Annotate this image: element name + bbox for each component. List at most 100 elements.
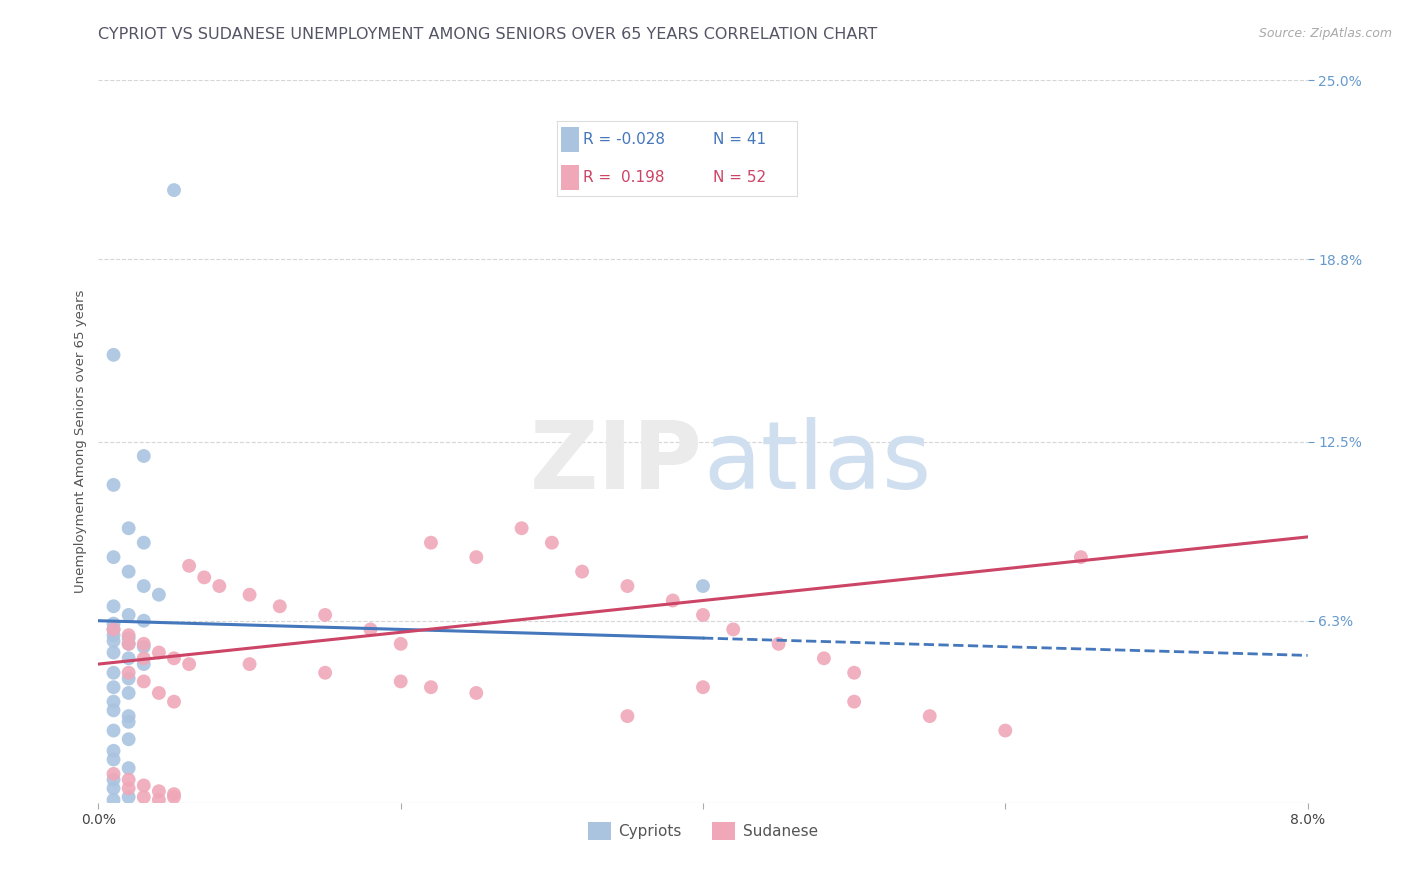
Point (692, 607, 714, 622)
Point (163, 787, 186, 801)
Text: Source: ZipAtlas.com: Source: ZipAtlas.com (1258, 27, 1392, 40)
Point (692, 680, 714, 694)
Point (918, 709, 941, 723)
Point (269, 599, 291, 614)
Point (239, 657, 262, 671)
Text: N = 41: N = 41 (713, 132, 766, 147)
Point (118, 732, 141, 747)
Point (389, 674, 412, 689)
Point (118, 714, 141, 729)
Text: R =  0.198: R = 0.198 (583, 170, 665, 185)
Point (163, 790, 186, 805)
Point (103, 744, 125, 758)
Point (148, 646, 170, 660)
Point (132, 651, 155, 665)
Point (103, 616, 125, 631)
Point (616, 709, 638, 723)
Point (118, 781, 141, 796)
Point (813, 651, 835, 665)
Point (103, 550, 125, 565)
Point (163, 183, 186, 197)
Y-axis label: Unemployment Among Seniors over 65 years: Unemployment Among Seniors over 65 years (75, 290, 87, 593)
Point (118, 709, 141, 723)
Point (103, 703, 125, 717)
Point (132, 674, 155, 689)
Point (510, 521, 533, 535)
Point (118, 672, 141, 686)
Point (844, 665, 866, 680)
Point (148, 784, 170, 798)
Point (132, 790, 155, 805)
Point (389, 637, 412, 651)
Point (118, 651, 141, 665)
Legend: Cypriots, Sudanese: Cypriots, Sudanese (582, 816, 824, 846)
Point (103, 478, 125, 492)
Point (118, 772, 141, 787)
Point (360, 623, 382, 637)
Point (420, 680, 443, 694)
Text: R = -0.028: R = -0.028 (583, 132, 665, 147)
Point (118, 637, 141, 651)
Text: ZIP: ZIP (530, 417, 703, 509)
Point (118, 565, 141, 579)
Point (103, 680, 125, 694)
Point (163, 651, 186, 665)
Point (540, 535, 562, 549)
Point (132, 637, 155, 651)
Point (314, 665, 336, 680)
Point (103, 623, 125, 637)
Point (132, 779, 155, 793)
Point (465, 686, 488, 700)
Text: atlas: atlas (703, 417, 931, 509)
Point (179, 657, 201, 671)
Point (103, 723, 125, 738)
Point (103, 695, 125, 709)
Point (1070, 550, 1092, 565)
Point (103, 767, 125, 781)
FancyBboxPatch shape (561, 165, 579, 190)
Point (118, 686, 141, 700)
Text: CYPRIOT VS SUDANESE UNEMPLOYMENT AMONG SENIORS OVER 65 YEARS CORRELATION CHART: CYPRIOT VS SUDANESE UNEMPLOYMENT AMONG S… (98, 27, 877, 42)
Point (103, 772, 125, 787)
Point (103, 628, 125, 642)
Point (118, 628, 141, 642)
Point (118, 521, 141, 535)
Point (103, 793, 125, 807)
Point (103, 623, 125, 637)
Point (132, 657, 155, 671)
Text: N = 52: N = 52 (713, 170, 766, 185)
Point (420, 535, 443, 549)
Point (132, 579, 155, 593)
Point (132, 535, 155, 549)
Point (132, 449, 155, 463)
Point (118, 665, 141, 680)
Point (768, 637, 790, 651)
Point (616, 579, 638, 593)
Point (148, 588, 170, 602)
Point (103, 665, 125, 680)
Point (103, 348, 125, 362)
Point (465, 550, 488, 565)
Point (148, 793, 170, 807)
Point (692, 579, 714, 593)
Point (103, 752, 125, 766)
Point (163, 695, 186, 709)
Point (571, 565, 593, 579)
Point (132, 640, 155, 654)
Point (118, 637, 141, 651)
Point (723, 623, 745, 637)
Point (118, 607, 141, 622)
Point (844, 695, 866, 709)
Point (661, 593, 683, 607)
Point (314, 607, 336, 622)
Point (193, 570, 215, 584)
Point (103, 599, 125, 614)
Point (239, 588, 262, 602)
Point (103, 781, 125, 796)
Point (208, 579, 231, 593)
Point (118, 761, 141, 775)
Point (132, 614, 155, 628)
Point (103, 634, 125, 648)
Point (994, 723, 1017, 738)
Point (103, 646, 125, 660)
